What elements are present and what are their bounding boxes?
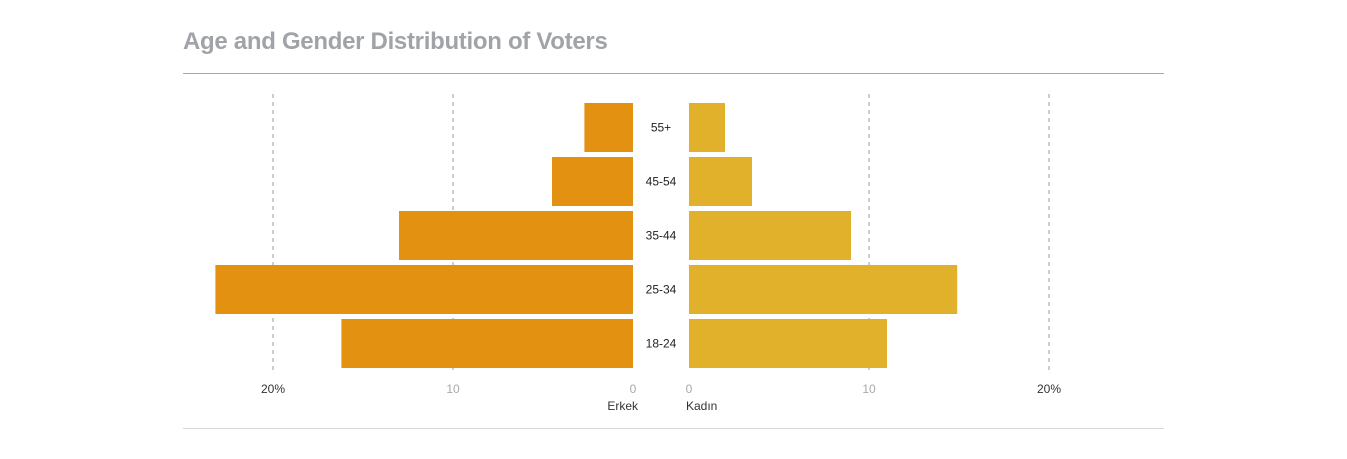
erkek-axis-label: Erkek (607, 399, 639, 413)
category-label-35-44: 35-44 (646, 229, 677, 243)
tick-label-right-2: 20% (1037, 382, 1061, 396)
kadin-bars (689, 103, 958, 368)
bar-erkek-18-24 (341, 319, 633, 368)
bar-kadin-18-24 (689, 319, 887, 368)
bar-kadin-45-54 (689, 157, 752, 206)
category-label-18-24: 18-24 (646, 337, 677, 351)
bar-erkek-55+ (584, 103, 633, 152)
erkek-bars (215, 103, 633, 368)
tick-label-right-1: 10 (862, 382, 876, 396)
bar-erkek-45-54 (552, 157, 633, 206)
category-label-55+: 55+ (651, 121, 671, 135)
tick-label-left-2: 0 (630, 382, 637, 396)
bar-erkek-25-34 (215, 265, 633, 314)
bar-kadin-55+ (689, 103, 725, 152)
title-divider (183, 73, 1164, 74)
tick-label-right-0: 0 (686, 382, 693, 396)
tick-label-left-0: 20% (261, 382, 285, 396)
chart-title: Age and Gender Distribution of Voters (183, 28, 608, 55)
axis-ticks: 20% 10 0 0 10 20% (261, 382, 1061, 396)
bar-erkek-35-44 (399, 211, 633, 260)
kadin-axis-label: Kadın (686, 399, 717, 413)
tick-label-left-1: 10 (446, 382, 460, 396)
bar-kadin-35-44 (689, 211, 851, 260)
category-label-25-34: 25-34 (646, 283, 677, 297)
bar-kadin-25-34 (689, 265, 958, 314)
category-label-45-54: 45-54 (646, 175, 677, 189)
age-group-labels: 55+ 45-54 35-44 25-34 18-24 (646, 121, 677, 351)
bottom-divider (183, 428, 1164, 429)
